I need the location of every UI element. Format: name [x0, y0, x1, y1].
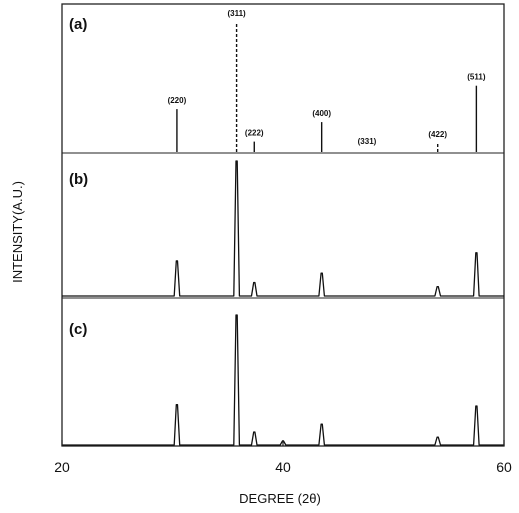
peak-hkl-label: (311) [227, 9, 246, 18]
x-axis-title: DEGREE (2θ) [239, 491, 321, 506]
pattern-b-line [62, 160, 504, 297]
x-axis-ticks: 20 40 60 [54, 440, 512, 475]
y-axis-title: INTENSITY(A.U.) [10, 181, 25, 283]
panel-label-b: (b) [69, 171, 88, 188]
panel-c-pattern [62, 314, 504, 446]
x-tick-label: 60 [496, 459, 512, 475]
x-tick-label: 40 [275, 459, 291, 475]
panel-a-sticks: (220) (311) (222) (400) (331) (422) (511) [168, 9, 486, 152]
panel-b-pattern [62, 160, 504, 297]
peak-hkl-label: (331) [358, 137, 377, 146]
peak-hkl-label: (511) [467, 73, 486, 82]
peak-hkl-label: (222) [245, 129, 264, 138]
peak-hkl-label: (220) [168, 96, 187, 105]
pattern-c-line [62, 314, 504, 446]
panel-label-a: (a) [69, 16, 87, 33]
peak-hkl-label: (400) [312, 109, 331, 118]
x-tick-label: 20 [54, 459, 70, 475]
peak-hkl-label: (422) [428, 130, 447, 139]
panel-label-c: (c) [69, 321, 87, 338]
plot-frame [61, 3, 505, 447]
